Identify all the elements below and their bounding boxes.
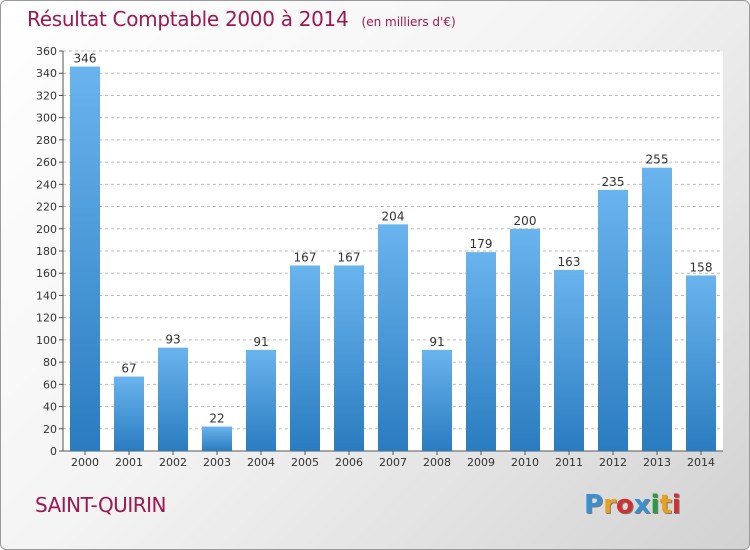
bar (642, 167, 672, 451)
x-tick-label: 2001 (115, 456, 143, 469)
y-tick-label: 80 (43, 356, 57, 369)
x-tick-label: 2007 (379, 456, 407, 469)
brand-letter: i (671, 490, 681, 520)
bar-value-label: 163 (558, 255, 581, 269)
bar-value-label: 167 (294, 250, 317, 264)
chart-title: Résultat Comptable 2000 à 2014 (27, 7, 349, 31)
y-tick-label: 140 (36, 289, 57, 302)
bar (378, 224, 408, 451)
bar (202, 426, 232, 451)
bar (114, 376, 144, 451)
bar-value-label: 91 (429, 335, 444, 349)
y-tick-label: 0 (50, 445, 57, 458)
x-tick-label: 2005 (291, 456, 319, 469)
y-tick-label: 300 (36, 112, 57, 125)
x-tick-label: 2000 (71, 456, 99, 469)
brand-letter: x (633, 490, 651, 520)
y-tick-label: 340 (36, 67, 57, 80)
y-tick-label: 260 (36, 156, 57, 169)
bar-value-label: 346 (74, 52, 97, 66)
bar (70, 66, 100, 452)
y-tick-label: 200 (36, 223, 57, 236)
bar (466, 252, 496, 451)
bar (334, 265, 364, 451)
brand-letter: r (603, 490, 616, 520)
bar-value-label: 93 (165, 333, 180, 347)
bar-value-label: 179 (470, 237, 493, 251)
y-tick-label: 240 (36, 178, 57, 191)
y-tick-label: 220 (36, 201, 57, 214)
x-tick-label: 2003 (203, 456, 231, 469)
bar-value-label: 22 (209, 412, 224, 426)
y-tick-label: 180 (36, 245, 57, 258)
bar (686, 275, 716, 451)
y-tick-label: 40 (43, 401, 57, 414)
x-tick-label: 2009 (467, 456, 495, 469)
x-tick-label: 2012 (599, 456, 627, 469)
x-tick-label: 2008 (423, 456, 451, 469)
y-tick-label: 120 (36, 312, 57, 325)
y-tick-label: 320 (36, 89, 57, 102)
y-tick-label: 60 (43, 378, 57, 391)
bar (554, 269, 584, 451)
y-tick-label: 20 (43, 423, 57, 436)
y-tick-label: 160 (36, 267, 57, 280)
bar (422, 349, 452, 451)
brand-letter: P (584, 490, 604, 520)
brand-letter: o (615, 490, 634, 520)
chart-subtitle: (en milliers d'€) (361, 15, 456, 29)
x-tick-label: 2002 (159, 456, 187, 469)
bar-value-label: 255 (646, 153, 669, 167)
y-tick-label: 280 (36, 134, 57, 147)
bar (158, 347, 188, 451)
x-tick-label: 2006 (335, 456, 363, 469)
brand-letter: i (650, 490, 660, 520)
bar-value-label: 91 (253, 335, 268, 349)
bar (290, 265, 320, 451)
bar (598, 189, 628, 451)
bar-value-label: 158 (690, 260, 713, 274)
x-tick-label: 2014 (687, 456, 715, 469)
x-tick-label: 2010 (511, 456, 539, 469)
bar-value-label: 200 (514, 214, 537, 228)
bar (510, 228, 540, 451)
bar-value-label: 204 (382, 209, 405, 223)
brand-letter: t (659, 490, 672, 520)
bar (246, 349, 276, 451)
brand-logo: Proxiti (584, 490, 681, 520)
x-tick-label: 2004 (247, 456, 275, 469)
y-tick-label: 100 (36, 334, 57, 347)
commune-name: SAINT-QUIRIN (35, 493, 166, 517)
bar-value-label: 235 (602, 175, 625, 189)
bar-value-label: 167 (338, 250, 361, 264)
y-tick-label: 360 (36, 45, 57, 58)
bar-value-label: 67 (121, 362, 136, 376)
x-tick-label: 2011 (555, 456, 583, 469)
x-tick-label: 2013 (643, 456, 671, 469)
chart-title-block: Résultat Comptable 2000 à 2014 (en milli… (27, 7, 456, 31)
